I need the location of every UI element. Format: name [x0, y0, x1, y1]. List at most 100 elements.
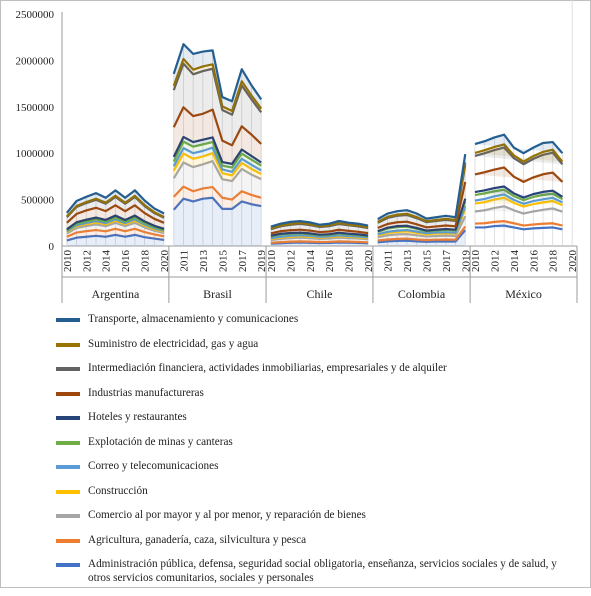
x-tick-label: 2013: [198, 250, 210, 273]
series-area-7: [66, 205, 165, 230]
legend-label: Agricultura, ganadería, caza, silvicultu…: [88, 533, 307, 546]
group-label: Argentina: [92, 287, 140, 301]
series-area-1: [66, 228, 165, 241]
x-tick-label: 2020: [567, 250, 579, 273]
x-tick-label: 2015: [217, 250, 229, 273]
series-line-0: [66, 233, 165, 242]
x-tick-label: 2018: [344, 250, 356, 273]
series-line-4: [377, 205, 467, 236]
series-line-4: [474, 193, 563, 205]
group-label: Brasil: [203, 287, 232, 301]
legend-label: Industrias manufactureras: [88, 386, 204, 399]
legend-label: Explotación de minas y canteras: [88, 435, 233, 448]
series-line-2: [172, 159, 262, 183]
series-line-1: [377, 225, 467, 242]
series-area-6: [474, 186, 563, 198]
x-tick-label: 2017: [237, 250, 249, 272]
group-label: México: [505, 287, 542, 301]
series-area-0: [173, 197, 262, 246]
legend-item: Construcción: [56, 485, 576, 499]
legend-item: Intermediación financiera, actividades i…: [56, 362, 576, 376]
series-line-2: [474, 205, 563, 215]
legend-label: Hoteles y restaurantes: [88, 411, 187, 423]
series-line-4: [270, 234, 369, 240]
x-tick-label: 2016: [528, 250, 540, 273]
series-line-7: [270, 228, 369, 235]
series-line-10: [172, 43, 263, 103]
y-tick-label: 1500000: [16, 102, 55, 114]
legend-label: Suministro de electricidad, gas y agua: [88, 337, 259, 350]
legend-item: Administración pública, defensa, segurid…: [56, 558, 576, 585]
series-line-6: [377, 198, 467, 233]
series-area-8: [377, 165, 466, 228]
series-area-8: [66, 197, 165, 223]
series-line-1: [474, 220, 563, 227]
legend-item: Agricultura, ganadería, caza, silvicultu…: [56, 534, 576, 548]
series-line-9: [66, 194, 165, 218]
series-area-1: [377, 226, 466, 243]
series-line-0: [377, 229, 467, 244]
legend-item: Correo y telecomunicaciones: [56, 460, 576, 474]
legend-item: Industrias manufactureras: [56, 387, 576, 401]
x-tick-label: 2012: [489, 250, 501, 272]
legend-swatch: [56, 318, 80, 322]
series-line-2: [270, 236, 369, 242]
series-area-9: [474, 144, 563, 162]
legend-swatch: [56, 342, 80, 347]
series-line-7: [377, 181, 467, 229]
series-line-5: [66, 216, 165, 232]
series-area-8: [474, 147, 563, 165]
x-tick-label: 2018: [140, 250, 152, 273]
y-tick-label: 500000: [21, 195, 55, 207]
series-area-7: [474, 167, 563, 182]
series-line-10: [66, 189, 165, 215]
legend: Transporte, almacenamiento y comunicacio…: [56, 313, 576, 596]
series-line-10: [474, 133, 564, 155]
series-area-3: [173, 153, 262, 182]
group-label: Colombia: [398, 287, 446, 301]
y-tick-label: 2000000: [16, 55, 55, 67]
series-line-7: [172, 106, 262, 147]
series-area-3: [377, 208, 466, 238]
legend-label: Intermediación financiera, actividades i…: [88, 362, 447, 374]
series-area-0: [66, 234, 165, 246]
series-line-6: [270, 231, 369, 237]
series-line-0: [474, 224, 563, 231]
series-line-7: [474, 166, 564, 183]
legend-item: Suministro de electricidad, gas y agua: [56, 338, 576, 352]
series-line-7: [66, 204, 165, 224]
legend-swatch: [56, 440, 80, 445]
x-tick-label: 2014: [305, 250, 317, 273]
x-tick-label: 2016: [324, 250, 336, 273]
legend-swatch: [56, 538, 80, 543]
series-area-7: [173, 107, 262, 164]
legend-swatch: [56, 391, 80, 396]
series-line-8: [474, 146, 564, 166]
series-line-9: [172, 57, 263, 113]
series-line-3: [474, 196, 563, 208]
x-tick-label: 2011: [178, 250, 190, 272]
legend-swatch: [56, 563, 80, 567]
legend-label: Administración pública, defensa, segurid…: [88, 558, 557, 584]
x-tick-label: 2010: [62, 250, 74, 273]
series-line-1: [270, 240, 369, 244]
series-area-8: [173, 63, 262, 146]
series-line-4: [66, 218, 165, 233]
series-line-0: [172, 196, 262, 211]
x-tick-label: 2012: [81, 250, 93, 272]
legend-item: Hoteles y restaurantes: [56, 411, 576, 425]
legend-item: Transporte, almacenamiento y comunicacio…: [56, 313, 576, 327]
series-line-6: [474, 185, 564, 199]
series-area-8: [270, 223, 369, 234]
series-line-1: [66, 227, 165, 238]
group-label: Chile: [307, 287, 333, 301]
series-area-4: [173, 147, 262, 176]
legend-label: Comercio al por mayor y al por menor, y …: [88, 509, 366, 521]
series-line-3: [172, 152, 262, 177]
x-tick-label: 2012: [285, 250, 297, 272]
series-area-2: [173, 161, 262, 200]
series-area-10: [474, 134, 563, 154]
x-tick-label: 2019: [460, 250, 472, 273]
series-line-10: [270, 219, 369, 228]
